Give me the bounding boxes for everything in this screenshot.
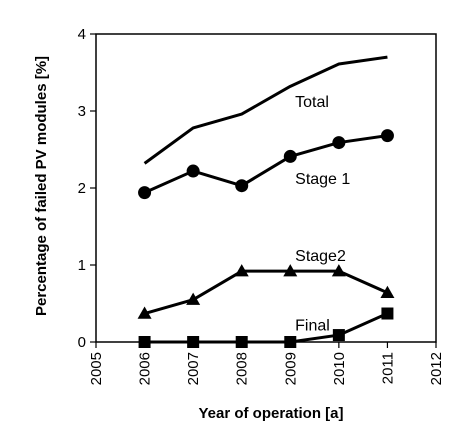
data-point-square bbox=[284, 336, 296, 348]
series-label: Total bbox=[295, 94, 329, 111]
data-point-square bbox=[333, 329, 345, 341]
data-point-triangle bbox=[186, 293, 200, 305]
y-tick-label: 0 bbox=[78, 334, 86, 351]
series-label: Stage 1 bbox=[295, 171, 350, 188]
x-axis: 2005 2006 2007 2008 2009 2010 2011 2012 bbox=[88, 342, 445, 385]
x-tick-label: 2008 bbox=[234, 352, 251, 385]
y-axis-title: Percentage of failed PV modules [%] bbox=[33, 56, 50, 316]
data-point-square bbox=[187, 336, 199, 348]
data-point-square bbox=[139, 336, 151, 348]
data-point-square bbox=[236, 336, 248, 348]
data-point-circle bbox=[138, 186, 151, 199]
x-tick-label: 2009 bbox=[282, 352, 299, 385]
data-point-square bbox=[381, 308, 393, 320]
series-layer bbox=[138, 57, 395, 348]
y-axis: 0 1 2 3 4 bbox=[78, 26, 96, 351]
y-tick-label: 1 bbox=[78, 257, 86, 274]
data-point-circle bbox=[381, 129, 394, 142]
x-tick-label: 2011 bbox=[379, 352, 396, 384]
x-tick-label: 2005 bbox=[88, 352, 105, 385]
series-line bbox=[145, 57, 388, 163]
x-tick-label: 2007 bbox=[185, 352, 202, 385]
data-point-circle bbox=[284, 150, 297, 163]
series-line bbox=[145, 136, 388, 193]
x-tick-label: 2010 bbox=[331, 352, 348, 385]
series-line bbox=[145, 314, 388, 342]
series-line bbox=[145, 271, 388, 313]
series-stage2 bbox=[138, 264, 395, 319]
x-tick-label: 2012 bbox=[428, 352, 445, 385]
data-point-circle bbox=[235, 179, 248, 192]
series-label: Stage2 bbox=[295, 248, 346, 265]
series-labels: Total Stage 1 Stage2 Final bbox=[295, 94, 350, 334]
series-label: Final bbox=[295, 317, 330, 334]
x-tick-label: 2006 bbox=[137, 352, 154, 385]
y-tick-label: 2 bbox=[78, 180, 86, 197]
data-point-circle bbox=[187, 165, 200, 178]
y-tick-label: 4 bbox=[78, 26, 86, 43]
x-axis-title: Year of operation [a] bbox=[198, 405, 343, 422]
series-total bbox=[145, 57, 388, 163]
data-point-circle bbox=[332, 136, 345, 149]
y-tick-label: 3 bbox=[78, 103, 86, 120]
